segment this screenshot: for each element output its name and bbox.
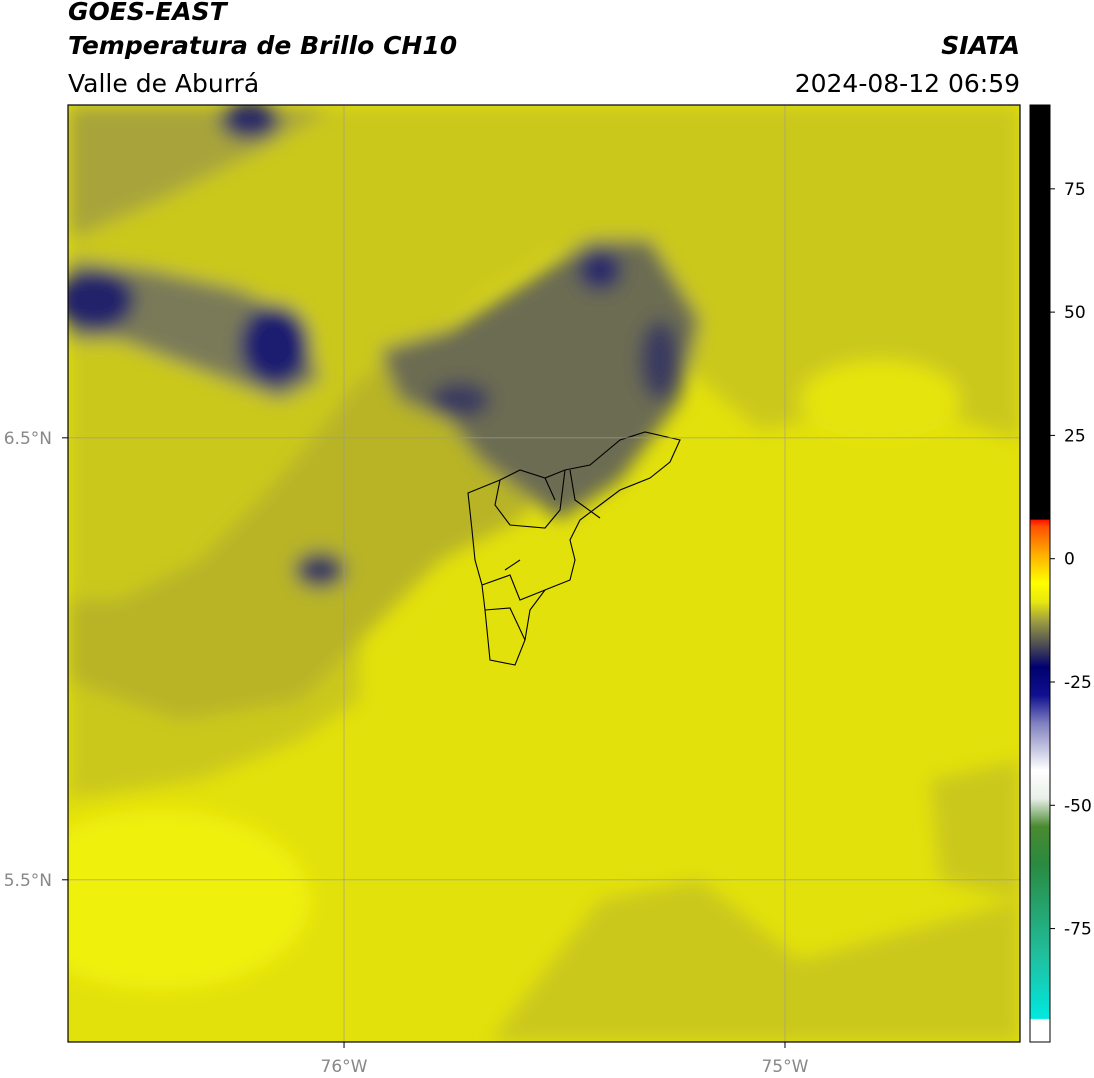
colorbar bbox=[1029, 104, 1051, 1043]
map-frame bbox=[67, 104, 1021, 1043]
colorbar-tick-label: 25 bbox=[1064, 426, 1086, 446]
grid-layer bbox=[68, 105, 1020, 1042]
colorbar-tick-label: 50 bbox=[1064, 303, 1086, 323]
map-field bbox=[68, 105, 1020, 1042]
x-tick-label: 75°W bbox=[761, 1057, 808, 1077]
colorbar-tick-label: -50 bbox=[1064, 796, 1092, 816]
y-tick-label: 5.5°N bbox=[4, 871, 52, 891]
agency-label: SIATA bbox=[941, 31, 1020, 60]
colorbar-tick-label: -25 bbox=[1064, 673, 1092, 693]
x-tick-label: 76°W bbox=[321, 1057, 368, 1077]
municipal-boundaries bbox=[467, 431, 681, 666]
colorbar-tick-label: 75 bbox=[1064, 180, 1086, 200]
y-tick-label: 6.5°N bbox=[4, 429, 52, 449]
colorbar-tick-label: 0 bbox=[1064, 550, 1075, 570]
colorbar-tick-label: -75 bbox=[1064, 920, 1092, 940]
product-title: Temperatura de Brillo CH10 bbox=[68, 31, 457, 60]
region-label: Valle de Aburrá bbox=[68, 69, 259, 98]
source-title: GOES-EAST bbox=[68, 0, 229, 26]
datetime-label: 2024-08-12 06:59 bbox=[795, 69, 1020, 98]
